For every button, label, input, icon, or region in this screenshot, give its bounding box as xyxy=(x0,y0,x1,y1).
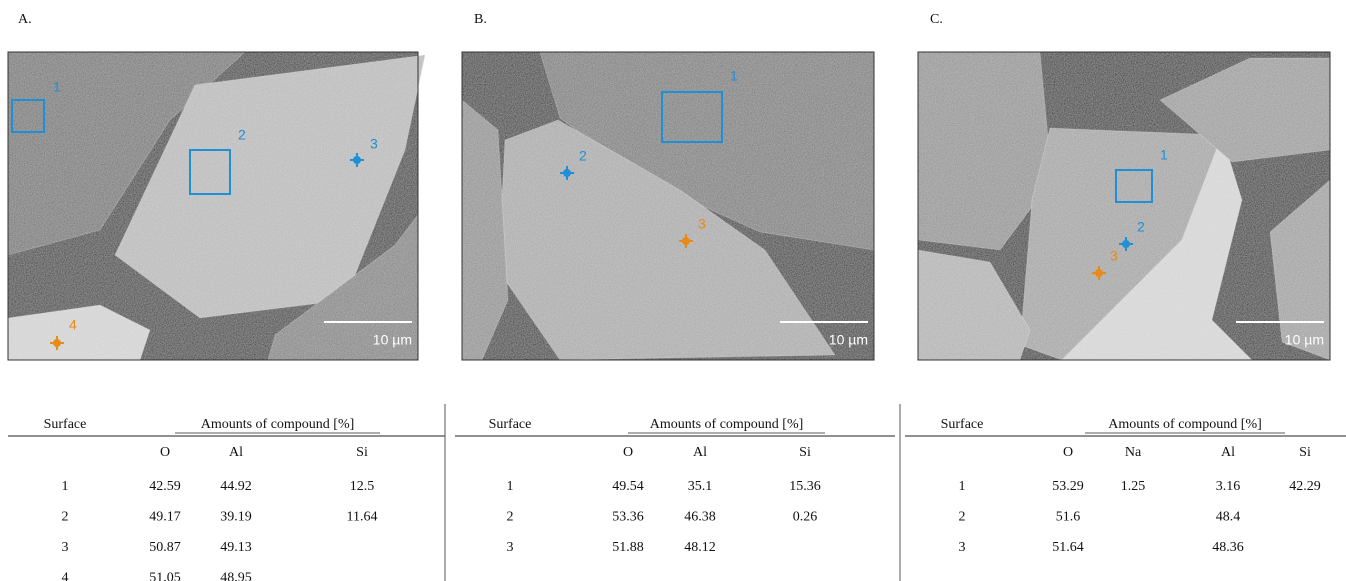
marker-label: 3 xyxy=(370,136,378,152)
sem-image xyxy=(462,52,874,360)
column-header: O xyxy=(1063,445,1073,460)
surface-id: 3 xyxy=(959,540,966,555)
table-cell: 48.12 xyxy=(684,540,716,555)
marker-label: 2 xyxy=(579,148,587,164)
column-header: O xyxy=(623,445,633,460)
column-header: Al xyxy=(693,445,707,460)
table-cell: 3.16 xyxy=(1216,479,1241,494)
column-header: Si xyxy=(356,445,368,460)
surface-id: 3 xyxy=(62,540,69,555)
column-header: Al xyxy=(1221,445,1235,460)
panel: B. 1 2 3 10 µm Surface Amounts of compound [%]… xyxy=(455,12,895,555)
table-cell: 35.1 xyxy=(688,479,713,494)
table-cell: 42.29 xyxy=(1289,479,1321,494)
table-cell: 51.05 xyxy=(149,571,181,581)
surface-id: 2 xyxy=(62,510,69,525)
surface-id: 1 xyxy=(959,479,966,494)
panel: C. 1 2 3 10 µm Surface Amounts of compound [%]… xyxy=(905,12,1346,555)
table-cell: 42.59 xyxy=(149,479,181,494)
surface-id: 1 xyxy=(507,479,514,494)
table-cell: 39.19 xyxy=(220,510,252,525)
column-header: Na xyxy=(1125,445,1142,460)
surface-id: 2 xyxy=(959,510,966,525)
column-header: Al xyxy=(229,445,243,460)
table-cell: 53.36 xyxy=(612,510,644,525)
table-cell: 49.17 xyxy=(149,510,181,525)
table-cell: 51.64 xyxy=(1052,540,1084,555)
surface-id: 1 xyxy=(62,479,69,494)
panel-label: B. xyxy=(474,12,487,27)
table-cell: 46.38 xyxy=(684,510,716,525)
row-header: Surface xyxy=(44,417,87,432)
table-cell: 44.92 xyxy=(220,479,252,494)
group-header: Amounts of compound [%] xyxy=(650,417,804,432)
row-header: Surface xyxy=(489,417,532,432)
marker-label: 4 xyxy=(69,317,77,333)
marker-label: 3 xyxy=(698,216,706,232)
marker-label: 1 xyxy=(1160,147,1168,163)
table-cell: 15.36 xyxy=(789,479,821,494)
marker-label: 2 xyxy=(1137,219,1145,235)
data-table: Surface Amounts of compound [%] O Al Si 1 42.5… xyxy=(8,417,445,581)
marker-label: 2 xyxy=(238,127,246,143)
marker-label: 1 xyxy=(53,79,61,95)
panel-label: A. xyxy=(18,12,32,27)
table-cell: 49.13 xyxy=(220,540,252,555)
marker-label: 3 xyxy=(1110,248,1118,264)
table-cell: 51.6 xyxy=(1056,510,1081,525)
marker-label: 1 xyxy=(730,68,738,84)
scale-bar-label: 10 µm xyxy=(373,332,412,348)
table-cell: 50.87 xyxy=(149,540,181,555)
table-cell: 48.95 xyxy=(220,571,252,581)
table-cell: 12.5 xyxy=(350,479,375,494)
table-cell: 48.36 xyxy=(1212,540,1244,555)
surface-id: 2 xyxy=(507,510,514,525)
column-header: Si xyxy=(799,445,811,460)
panel: A. 1 2 3 4 10 µm Surface Amounts of compound [%… xyxy=(8,12,445,581)
surface-id: 4 xyxy=(62,571,69,581)
surface-id: 3 xyxy=(507,540,514,555)
panel-label: C. xyxy=(930,12,943,27)
table-cell: 11.64 xyxy=(347,510,378,525)
table-cell: 49.54 xyxy=(612,479,644,494)
row-header: Surface xyxy=(941,417,984,432)
scale-bar-label: 10 µm xyxy=(1285,332,1324,348)
table-cell: 48.4 xyxy=(1216,510,1241,525)
scale-bar-label: 10 µm xyxy=(829,332,868,348)
table-cell: 51.88 xyxy=(612,540,644,555)
group-header: Amounts of compound [%] xyxy=(201,417,355,432)
column-header: O xyxy=(160,445,170,460)
figure: A. 1 2 3 4 10 µm Surface Amounts of compound [%… xyxy=(0,0,1346,581)
table-cell: 1.25 xyxy=(1121,479,1146,494)
group-header: Amounts of compound [%] xyxy=(1108,417,1262,432)
table-cell: 0.26 xyxy=(793,510,818,525)
column-header: Si xyxy=(1299,445,1311,460)
sem-image xyxy=(8,52,425,360)
table-cell: 53.29 xyxy=(1052,479,1084,494)
sem-image xyxy=(918,52,1330,360)
data-table: Surface Amounts of compound [%] O Na Al Si 1 53… xyxy=(905,417,1346,555)
data-table: Surface Amounts of compound [%] O Al Si 1 49.5… xyxy=(455,417,895,555)
